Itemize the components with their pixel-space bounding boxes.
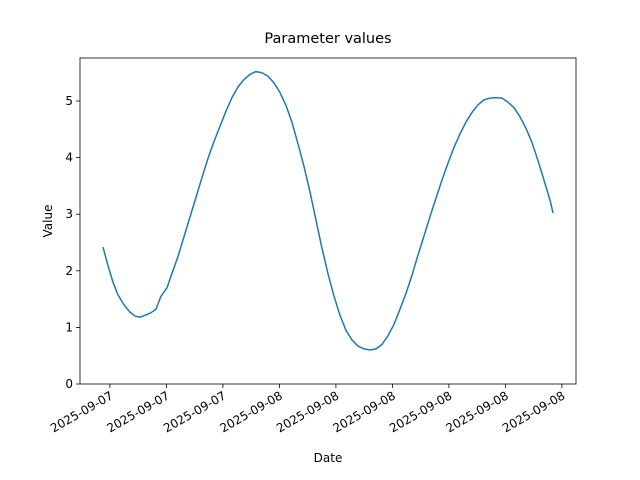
- chart-title: Parameter values: [264, 31, 391, 47]
- y-tick-label: 3: [65, 207, 73, 221]
- data-line: [102, 70, 554, 351]
- y-tick-label: 5: [65, 94, 73, 108]
- y-tick-label: 1: [65, 320, 73, 334]
- y-axis-label: Value: [41, 205, 55, 238]
- y-tick-label: 2: [65, 264, 73, 278]
- y-tick-label: 4: [65, 151, 73, 165]
- x-axis-label: Date: [314, 451, 343, 465]
- y-tick-label: 0: [65, 377, 73, 391]
- plot-frame: [79, 57, 577, 385]
